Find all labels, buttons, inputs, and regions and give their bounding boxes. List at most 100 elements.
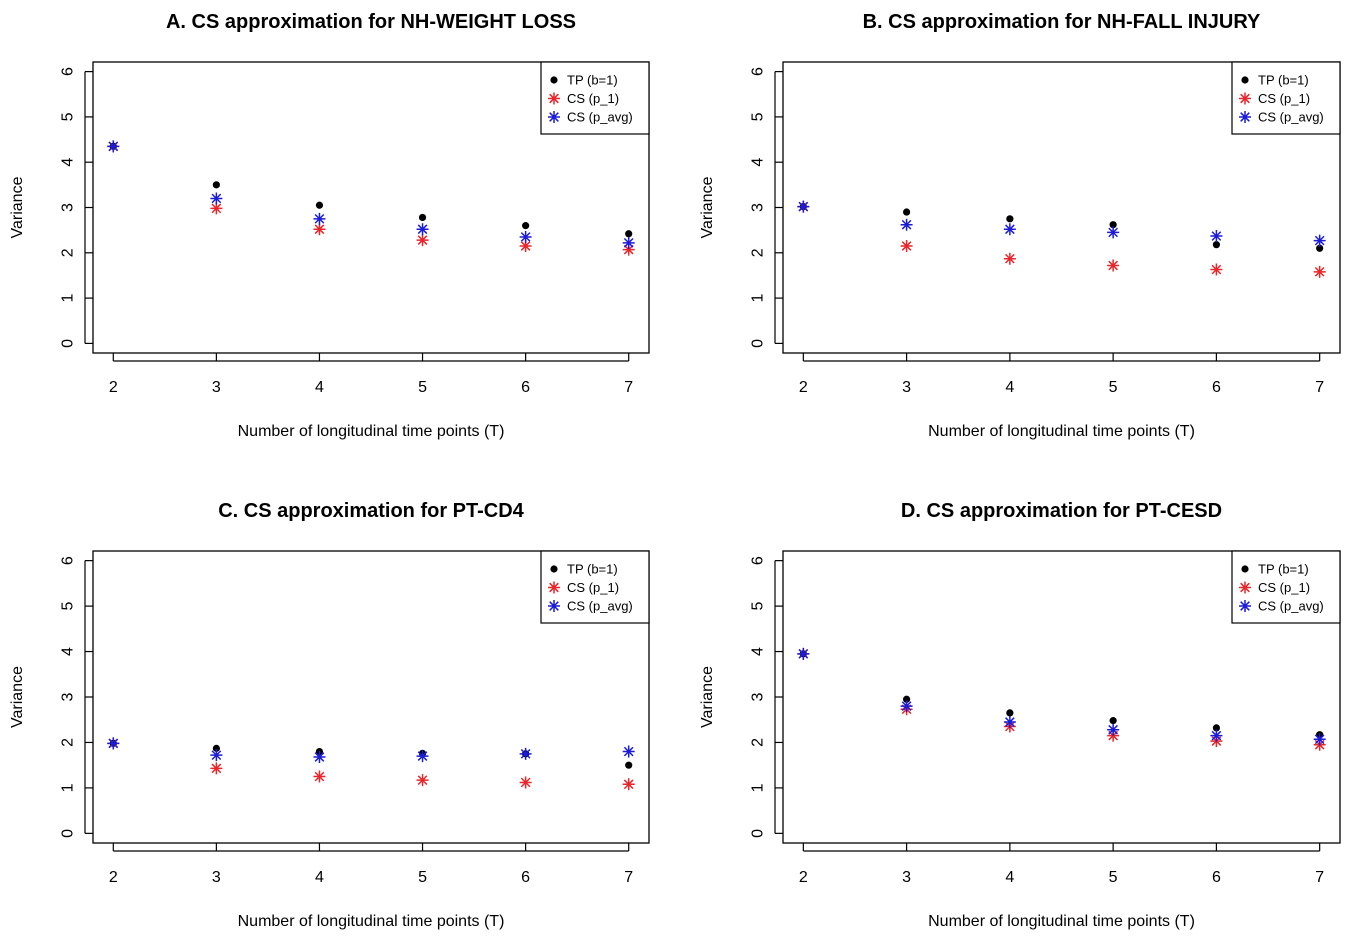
y-tick-label: 3: [60, 692, 77, 701]
y-tick-label: 3: [60, 203, 77, 212]
legend-label: CS (p_1): [1258, 580, 1310, 595]
legend-marker: [548, 581, 560, 594]
data-point-tp-b-1: [315, 201, 324, 209]
x-axis-label: Number of longitudinal time points (T): [928, 423, 1195, 440]
y-axis-label: Variance: [699, 666, 716, 728]
data-point-tp-b-1: [1109, 717, 1117, 725]
x-tick-label: 2: [109, 869, 118, 886]
y-tick-label: 6: [60, 556, 77, 565]
data-point-cs-p-avg: [1107, 723, 1120, 736]
x-tick-label: 5: [1109, 379, 1118, 396]
data-point-tp-b-1: [625, 761, 633, 769]
data-point-cs-p-1: [1107, 259, 1120, 272]
x-tick-label: 6: [1212, 379, 1221, 396]
x-tick-label: 3: [212, 379, 221, 396]
x-tick-label: 4: [315, 379, 324, 396]
y-tick-label: 1: [750, 294, 767, 303]
x-axis-label: Number of longitudinal time points (T): [238, 913, 505, 930]
legend-marker: [548, 92, 560, 105]
y-tick-label: 1: [60, 783, 77, 792]
x-tick-label: 7: [624, 379, 633, 396]
y-tick-label: 4: [60, 158, 77, 167]
y-tick-label: 5: [60, 602, 77, 611]
chart-title: B. CS approximation for NH-FALL INJURY: [863, 11, 1261, 33]
legend-label: CS (p_avg): [567, 110, 633, 125]
legend: TP (b=1) CS (p_1) CS (p_avg): [1231, 550, 1341, 624]
data-point-cs-p-avg: [797, 200, 810, 213]
panel-0: A. CS approximation for NH-WEIGHT LOSS 2 3…: [9, 11, 650, 440]
y-tick-label: 6: [60, 67, 77, 76]
data-point-cs-p-1: [1003, 252, 1016, 265]
legend-label: TP (b=1): [1258, 562, 1309, 577]
data-point-cs-p-1: [416, 774, 429, 787]
y-tick-label: 6: [750, 556, 767, 565]
chart-title: A. CS approximation for NH-WEIGHT LOSS: [166, 11, 576, 33]
data-point-cs-p-avg: [1210, 729, 1223, 742]
panel-3: D. CS approximation for PT-CESD 2 3 4 5 6 7 0 1 2…: [699, 500, 1341, 930]
x-tick-label: 3: [902, 379, 911, 396]
data-point-cs-p-avg: [107, 140, 120, 153]
legend-marker: [1239, 600, 1251, 612]
y-tick-label: 0: [750, 829, 767, 838]
data-point-cs-p-avg: [1210, 230, 1223, 243]
legend-label: TP (b=1): [1258, 73, 1309, 88]
data-point-cs-p-avg: [519, 747, 532, 760]
legend-label: CS (p_avg): [1258, 110, 1324, 125]
data-point-cs-p-1: [622, 778, 635, 791]
legend-marker: [1239, 581, 1251, 594]
y-tick-label: 3: [750, 203, 767, 212]
y-tick-label: 4: [60, 647, 77, 656]
legend-marker: [1239, 111, 1251, 123]
data-point-tp-b-1: [418, 213, 427, 222]
data-point-cs-p-avg: [1003, 716, 1016, 728]
data-point-cs-p-avg: [622, 236, 635, 249]
legend-marker: [550, 76, 558, 84]
data-point-cs-p-1: [416, 234, 429, 247]
data-point-cs-p-1: [313, 770, 326, 783]
y-axis-label: Variance: [699, 176, 716, 238]
x-tick-label: 5: [418, 379, 427, 396]
y-tick-label: 5: [750, 112, 767, 121]
data-point-cs-p-avg: [797, 647, 810, 660]
data-point-tp-b-1: [1006, 709, 1014, 717]
x-tick-label: 5: [1109, 869, 1118, 886]
data-point-tp-b-1: [212, 181, 220, 189]
data-point-cs-p-avg: [1107, 226, 1120, 239]
x-axis-label: Number of longitudinal time points (T): [238, 423, 505, 440]
data-point-cs-p-avg: [622, 745, 635, 758]
y-tick-label: 4: [750, 647, 767, 656]
y-tick-label: 2: [750, 738, 767, 747]
legend-label: CS (p_avg): [567, 599, 633, 614]
legend: TP (b=1) CS (p_1) CS (p_avg): [540, 550, 650, 624]
legend-label: CS (p_1): [567, 580, 619, 595]
data-point-cs-p-avg: [519, 230, 532, 243]
x-axis-label: Number of longitudinal time points (T): [928, 913, 1195, 930]
x-tick-label: 6: [521, 379, 530, 396]
legend-marker: [548, 111, 560, 123]
data-point-cs-p-avg: [313, 751, 326, 763]
data-point-cs-p-1: [519, 240, 532, 253]
y-tick-label: 2: [60, 738, 77, 747]
x-tick-label: 2: [799, 869, 808, 886]
data-point-cs-p-avg: [416, 750, 429, 763]
y-tick-label: 2: [750, 248, 767, 257]
data-point-cs-p-1: [1313, 265, 1326, 278]
legend-label: CS (p_1): [1258, 91, 1310, 106]
data-point-tp-b-1: [1006, 215, 1014, 223]
legend: TP (b=1) CS (p_1) CS (p_avg): [1231, 61, 1341, 135]
panel-2: C. CS approximation for PT-CD4 2 3 4 5 6 7 0 1 2 3…: [9, 500, 650, 930]
data-point-cs-p-avg: [1003, 223, 1016, 236]
y-tick-label: 5: [60, 112, 77, 121]
y-axis-label: Variance: [9, 666, 26, 728]
legend-label: TP (b=1): [567, 73, 618, 88]
y-tick-label: 4: [750, 158, 767, 167]
legend: TP (b=1) CS (p_1) CS (p_avg): [540, 61, 650, 135]
y-tick-label: 1: [750, 783, 767, 792]
data-point-tp-b-1: [902, 208, 911, 216]
x-tick-label: 7: [1315, 869, 1324, 886]
data-point-cs-p-1: [900, 240, 913, 253]
data-point-cs-p-1: [1210, 263, 1223, 276]
x-tick-label: 6: [1212, 869, 1221, 886]
chart-title: C. CS approximation for PT-CD4: [218, 500, 524, 522]
